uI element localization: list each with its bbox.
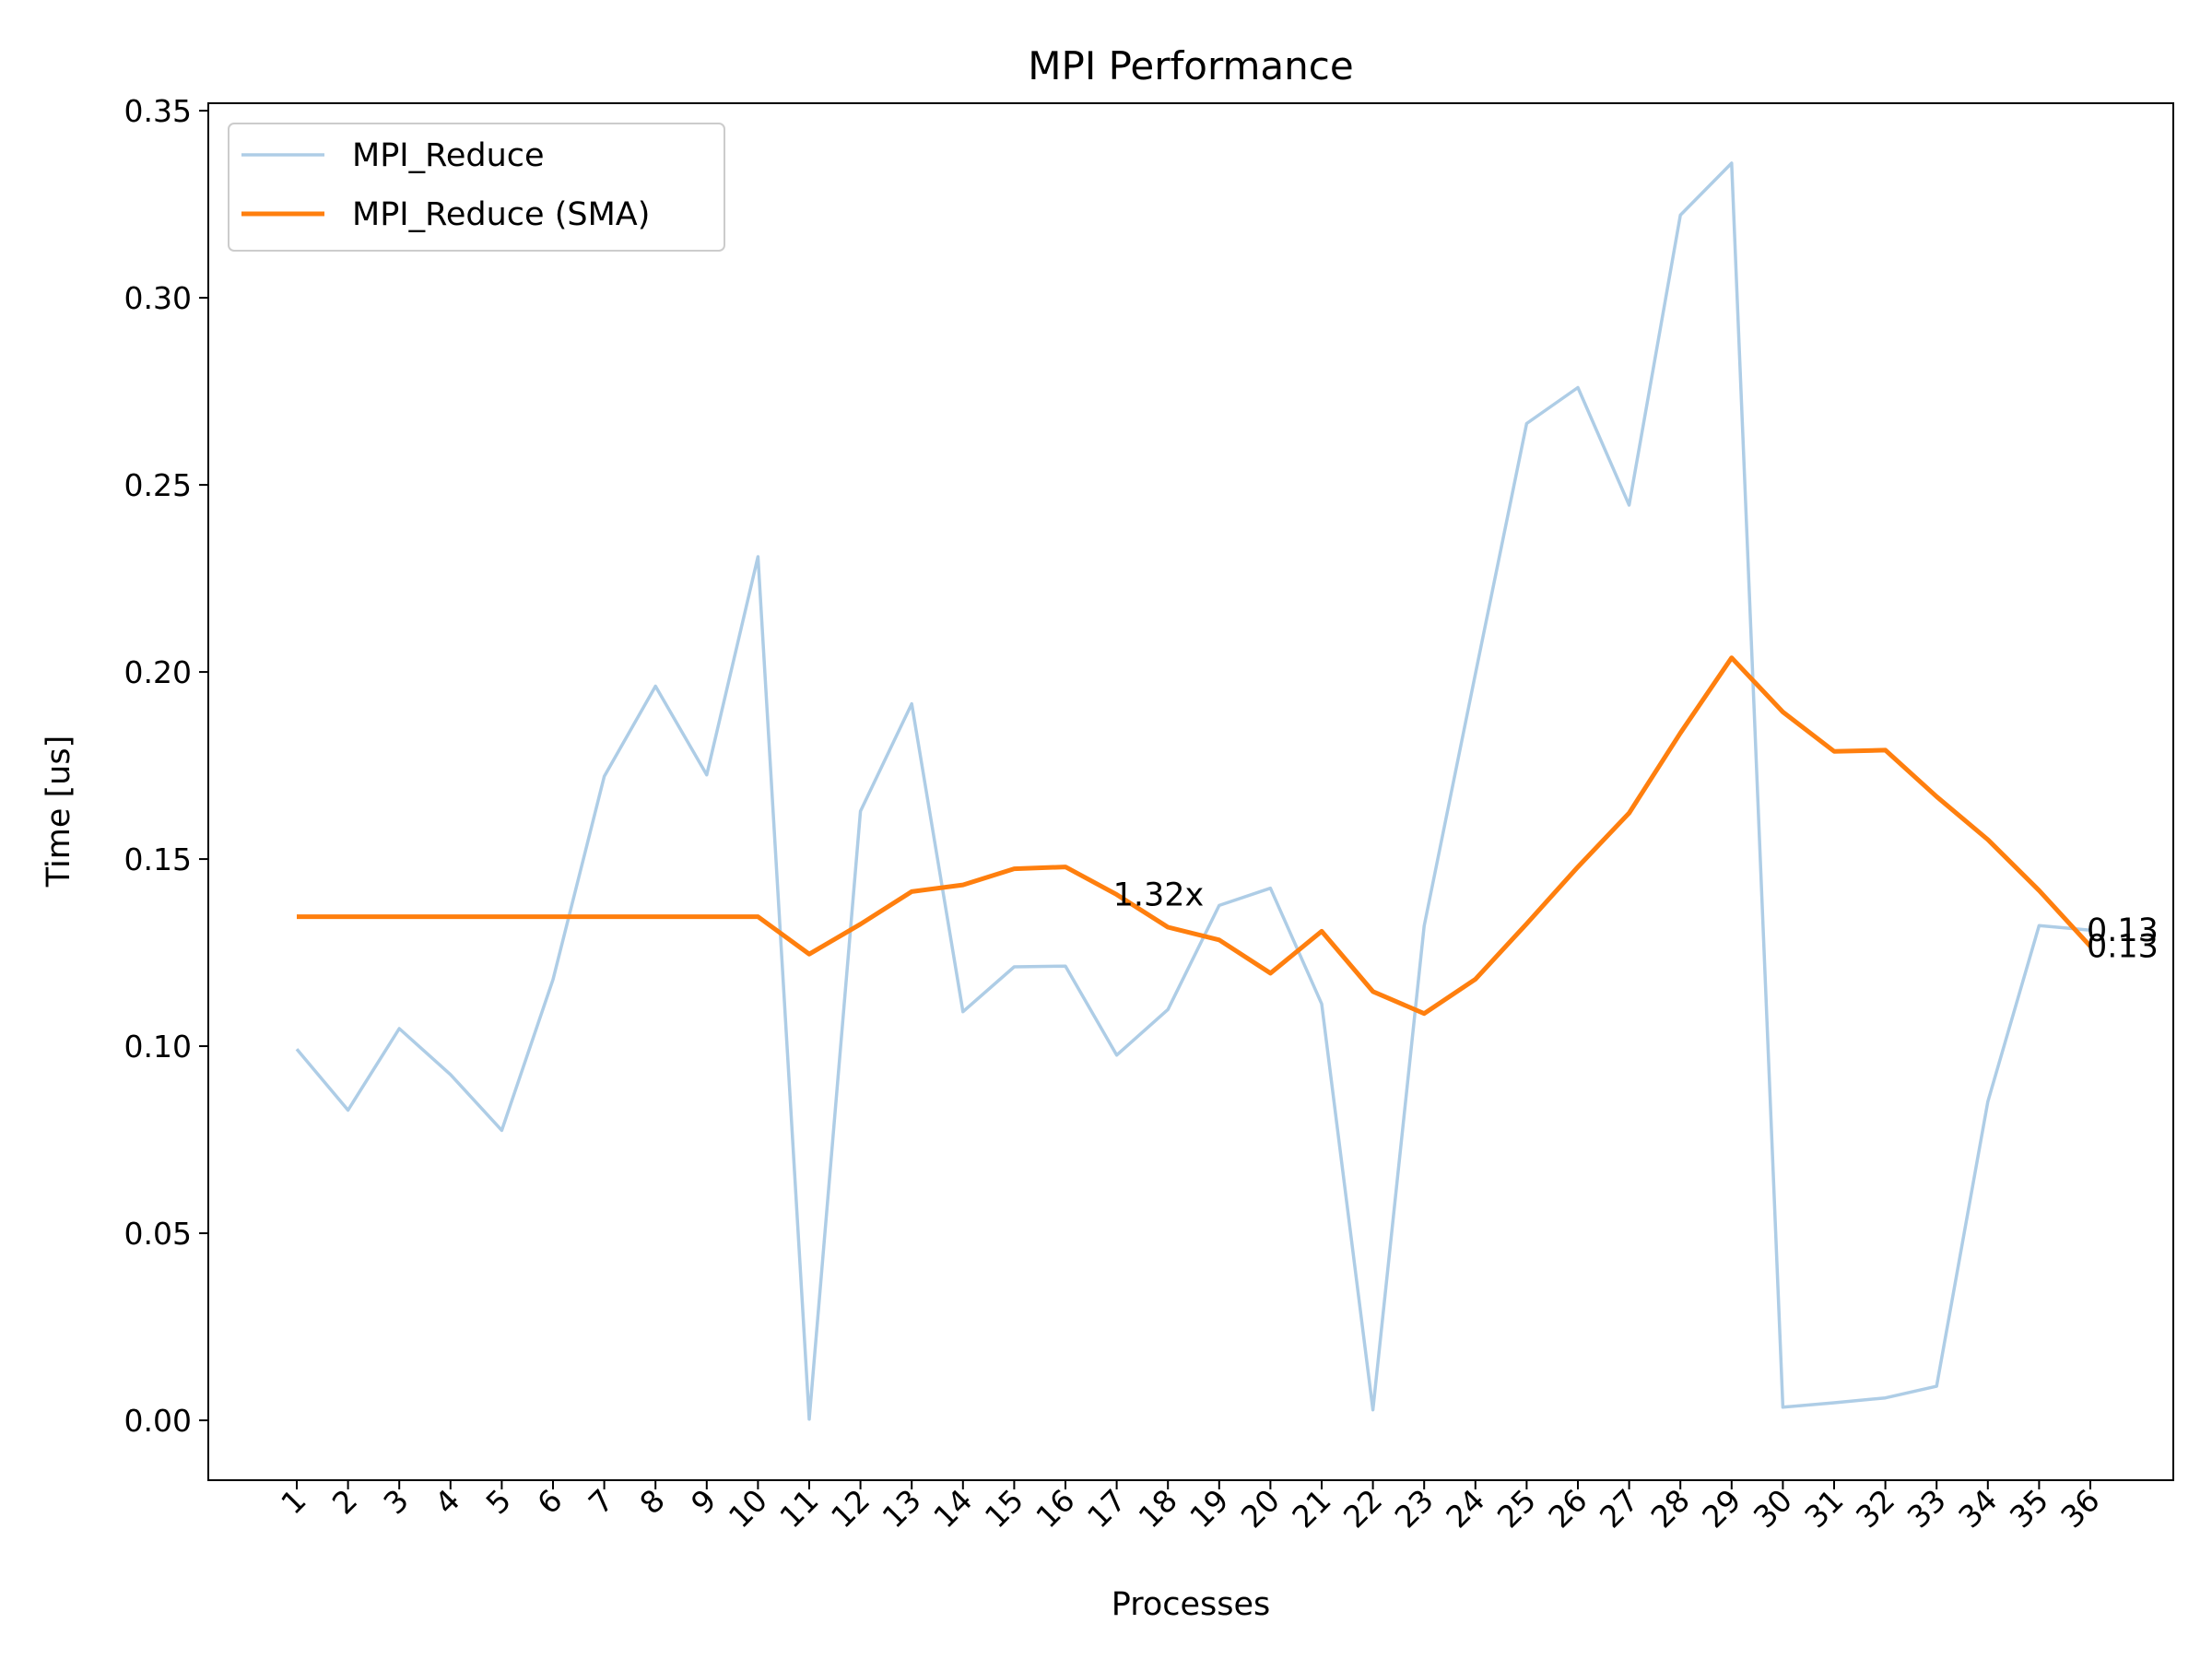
legend-label: MPI_Reduce (SMA) xyxy=(352,196,650,233)
legend-box xyxy=(228,123,725,252)
x-axis-label: Processes xyxy=(1112,1586,1271,1623)
y-tick-label: 0.15 xyxy=(124,841,192,877)
y-axis-label: Time [us] xyxy=(41,735,77,888)
series-line-2 xyxy=(297,655,2092,1017)
chart-title: MPI Performance xyxy=(1028,43,1353,88)
legend-label: MPI_Reduce xyxy=(352,137,545,174)
y-tick-label: 0.35 xyxy=(124,93,192,129)
y-tick-label: 0.30 xyxy=(124,280,192,316)
plot-frame xyxy=(207,102,2174,1481)
series-line-1 xyxy=(295,161,2091,1421)
annotation-label: 0.13 xyxy=(2087,912,2159,949)
y-tick-label: 0.05 xyxy=(124,1216,192,1252)
y-tick-label: 0.10 xyxy=(124,1029,192,1065)
y-tick-label: 0.25 xyxy=(124,467,192,503)
annotation-label: 1.32x xyxy=(1113,877,1205,914)
annotation-label: 0.13 xyxy=(2087,929,2159,966)
y-tick-label: 0.00 xyxy=(124,1403,192,1439)
y-tick-label: 0.20 xyxy=(124,654,192,690)
